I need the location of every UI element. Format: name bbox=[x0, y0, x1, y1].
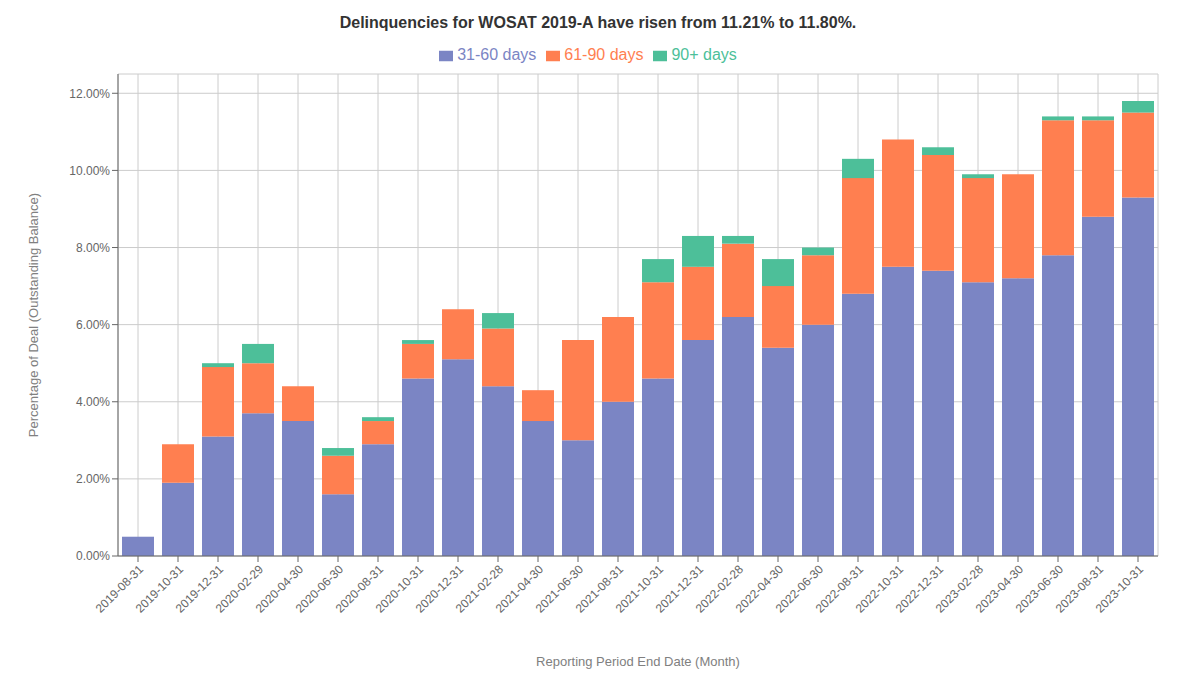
html-text:90+ days: 90+ days bbox=[671, 46, 737, 63]
svg-text:2021-06-30: 2021-06-30 bbox=[532, 562, 587, 616]
svg-text:2023-10-31: 2023-10-31 bbox=[1093, 562, 1147, 616]
svg-text:2021-02-28: 2021-02-28 bbox=[452, 562, 507, 616]
svg-text:Reporting Period End Date (Mon: Reporting Period End Date (Month) bbox=[536, 654, 740, 669]
svg-text:10.00%: 10.00% bbox=[69, 164, 110, 178]
svg-text:12.00%: 12.00% bbox=[69, 87, 110, 101]
svg-text:Percentage of Deal (Outstandin: Percentage of Deal (Outstanding Balance) bbox=[26, 193, 41, 437]
svg-text:2023-04-30: 2023-04-30 bbox=[972, 562, 1027, 616]
svg-text:2019-12-31: 2019-12-31 bbox=[172, 562, 227, 616]
svg-text:2021-10-31: 2021-10-31 bbox=[612, 562, 667, 616]
html-text:31-60 days: 31-60 days bbox=[457, 46, 537, 63]
svg-text:2019-10-31: 2019-10-31 bbox=[132, 562, 187, 616]
svg-text:2022-02-28: 2022-02-28 bbox=[692, 562, 747, 616]
svg-text:2020-02-29: 2020-02-29 bbox=[212, 562, 267, 616]
html-text:61-90 days: 61-90 days bbox=[564, 46, 644, 63]
svg-text:2022-06-30: 2022-06-30 bbox=[772, 562, 827, 616]
svg-text:2.00%: 2.00% bbox=[76, 472, 110, 486]
svg-text:2020-08-31: 2020-08-31 bbox=[332, 562, 387, 616]
svg-text:4.00%: 4.00% bbox=[76, 395, 110, 409]
svg-text:2020-04-30: 2020-04-30 bbox=[252, 562, 307, 616]
svg-text:2020-10-31: 2020-10-31 bbox=[372, 562, 427, 616]
svg-text:2022-04-30: 2022-04-30 bbox=[732, 562, 787, 616]
svg-text:2022-10-31: 2022-10-31 bbox=[852, 562, 907, 616]
html-text:Delinquencies for WOSAT 2019-A: Delinquencies for WOSAT 2019-A have rise… bbox=[339, 14, 857, 31]
svg-text:2022-08-31: 2022-08-31 bbox=[812, 562, 867, 616]
svg-text:2023-02-28: 2023-02-28 bbox=[932, 562, 987, 616]
svg-text:2020-12-31: 2020-12-31 bbox=[412, 562, 467, 616]
svg-text:8.00%: 8.00% bbox=[76, 241, 110, 255]
svg-text:0.00%: 0.00% bbox=[76, 549, 110, 563]
svg-text:2020-06-30: 2020-06-30 bbox=[292, 562, 347, 616]
svg-text:2023-06-30: 2023-06-30 bbox=[1012, 562, 1067, 616]
svg-text:2021-12-31: 2021-12-31 bbox=[652, 562, 707, 616]
svg-text:2019-08-31: 2019-08-31 bbox=[92, 562, 147, 616]
svg-text:2022-12-31: 2022-12-31 bbox=[892, 562, 947, 616]
svg-text:2023-08-31: 2023-08-31 bbox=[1052, 562, 1107, 616]
svg-text:6.00%: 6.00% bbox=[76, 318, 110, 332]
svg-text:2021-04-30: 2021-04-30 bbox=[492, 562, 547, 616]
svg-text:2021-08-31: 2021-08-31 bbox=[572, 562, 627, 616]
